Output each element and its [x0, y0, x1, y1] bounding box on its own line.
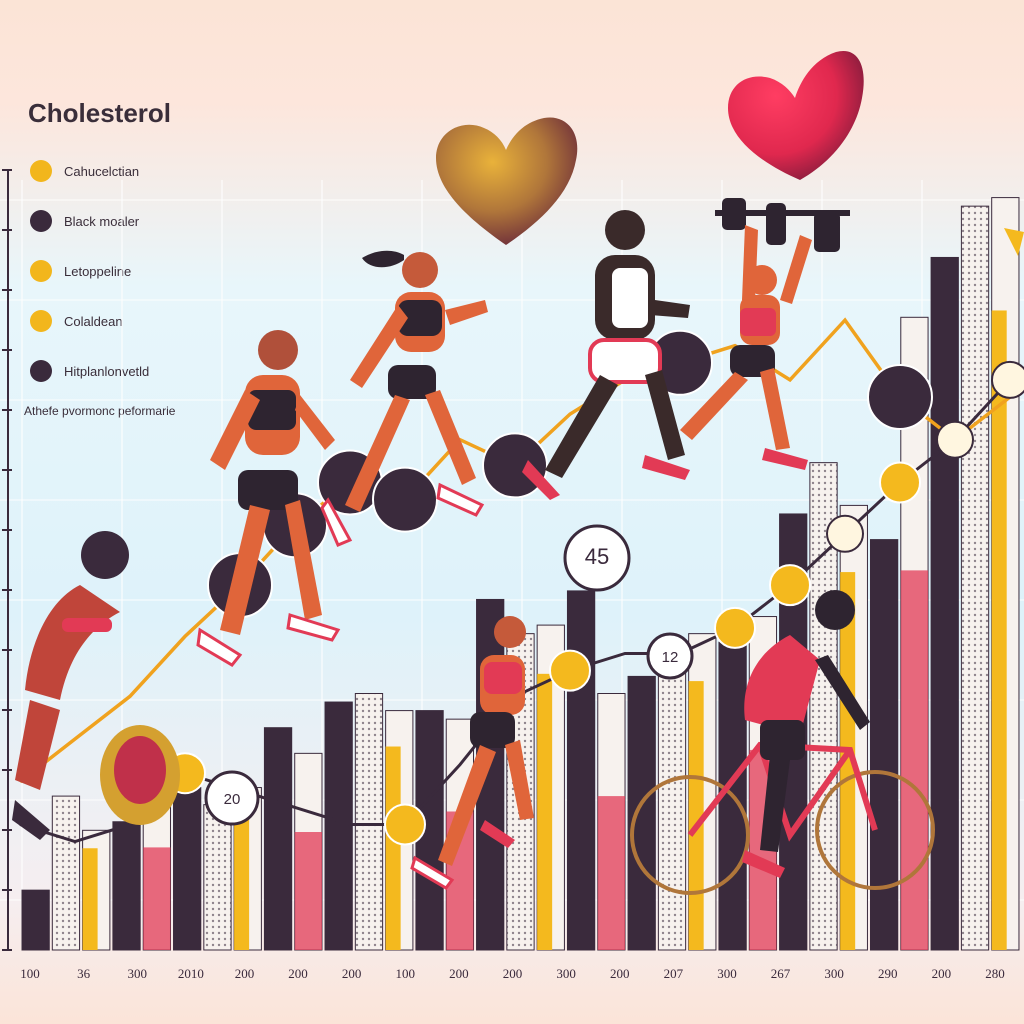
bar [597, 796, 626, 950]
bar [900, 570, 929, 950]
bar [52, 796, 80, 950]
athlete-runner-icon [320, 250, 488, 547]
x-tick-label: 200 [503, 966, 523, 981]
cyclist-icon [630, 590, 935, 895]
legend-label: Colaldean [64, 313, 123, 329]
legend-swatch [30, 360, 52, 382]
x-tick-label: 200 [288, 966, 308, 981]
bar [234, 811, 250, 950]
bar [567, 590, 595, 950]
trend-arrow-head [1004, 228, 1024, 256]
legend-label: Black moaler [64, 213, 140, 229]
x-tick-label: 267 [771, 966, 791, 981]
bar [82, 848, 98, 950]
legend-item: Hitplanlonvetld [30, 346, 149, 396]
annotation-label: 20 [224, 791, 241, 808]
bar [961, 206, 989, 950]
annotation-label: 12 [662, 649, 679, 666]
bar [688, 681, 704, 950]
food-icon [100, 725, 180, 825]
x-tick-label: 207 [664, 966, 684, 981]
dark-bubble [372, 466, 438, 533]
x-tick-label: 300 [556, 966, 576, 981]
athlete-crouching-icon [12, 531, 129, 840]
cream-bubble [936, 420, 974, 459]
legend-label: Hitplanlonvetld [64, 363, 150, 379]
bar [112, 821, 141, 950]
legend-label: Letoppeline [64, 263, 132, 279]
legend-item: Black moaler [30, 196, 149, 246]
dark-bubble [482, 432, 548, 499]
annotation-bubble [563, 524, 631, 592]
bar [840, 572, 856, 950]
bar [628, 676, 656, 950]
legend: Cahucelctian Black moaler Letoppeline Co… [30, 146, 149, 396]
y-axis-ticks [2, 169, 12, 951]
annotation-label: 45 [585, 544, 609, 569]
athlete-runner-icon [410, 616, 534, 890]
bar [931, 257, 959, 950]
x-tick-label: 100 [396, 966, 416, 981]
bar [203, 804, 232, 950]
athlete-runner-icon [196, 330, 341, 667]
cream-bubble [991, 360, 1024, 399]
bar [658, 650, 686, 950]
yellow-bubble [384, 803, 426, 846]
x-tick-label: 300 [717, 966, 737, 981]
annotation-bubble [204, 770, 260, 826]
x-tick-label: 300 [824, 966, 844, 981]
x-tick-label: 2010 [178, 966, 204, 981]
athlete-figures [12, 198, 935, 895]
heart-icon [436, 117, 578, 245]
yellow-bubble [714, 606, 756, 649]
bar [355, 693, 383, 950]
x-tick-label: 280 [985, 966, 1005, 981]
weightlifter-icon [680, 198, 850, 470]
bar [264, 727, 292, 950]
yellow-bubble [549, 649, 591, 692]
legend-swatch [30, 310, 52, 332]
bar [537, 673, 553, 950]
bar-series [21, 197, 1020, 951]
athlete-runner-icon [522, 210, 690, 500]
bar [143, 847, 171, 950]
x-tick-label: 200 [932, 966, 952, 981]
x-axis-ticks: 100 36 300 2010 200 200 200 100 200 200 300 200 207 3… [20, 966, 1005, 981]
bar [294, 832, 322, 950]
x-tick-label: 200 [235, 966, 255, 981]
dark-bubble [867, 364, 933, 430]
x-tick-label: 200 [342, 966, 362, 981]
bar [22, 890, 50, 950]
bar [385, 746, 401, 950]
legend-item: Cahucelctian [30, 146, 149, 196]
legend-item: Colaldean [30, 296, 149, 346]
bar [870, 539, 898, 950]
legend-item: Letoppeline [30, 246, 149, 296]
x-tick-label: 200 [449, 966, 469, 981]
bar [991, 310, 1007, 951]
x-tick-label: 100 [20, 966, 40, 981]
x-tick-label: 290 [878, 966, 898, 981]
bar [325, 702, 353, 950]
bar [173, 787, 201, 950]
yellow-bubble [879, 461, 921, 504]
legend-swatch [30, 210, 52, 232]
chart-subtitle: Athefe pvormonc peformarie [24, 404, 176, 418]
annotation-bubble [646, 632, 694, 680]
trend-bubbles [164, 329, 1024, 846]
x-tick-label: 300 [127, 966, 147, 981]
x-tick-label: 200 [610, 966, 630, 981]
legend-swatch [30, 260, 52, 282]
yellow-bubble [769, 564, 811, 607]
legend-swatch [30, 160, 52, 182]
legend-label: Cahucelctian [64, 163, 140, 179]
cream-bubble [826, 514, 864, 553]
annotations: 20 45 12 [204, 524, 694, 826]
chart-title: Cholesterol [28, 98, 172, 128]
heart-icon [728, 50, 864, 180]
x-tick-label: 36 [77, 966, 91, 981]
